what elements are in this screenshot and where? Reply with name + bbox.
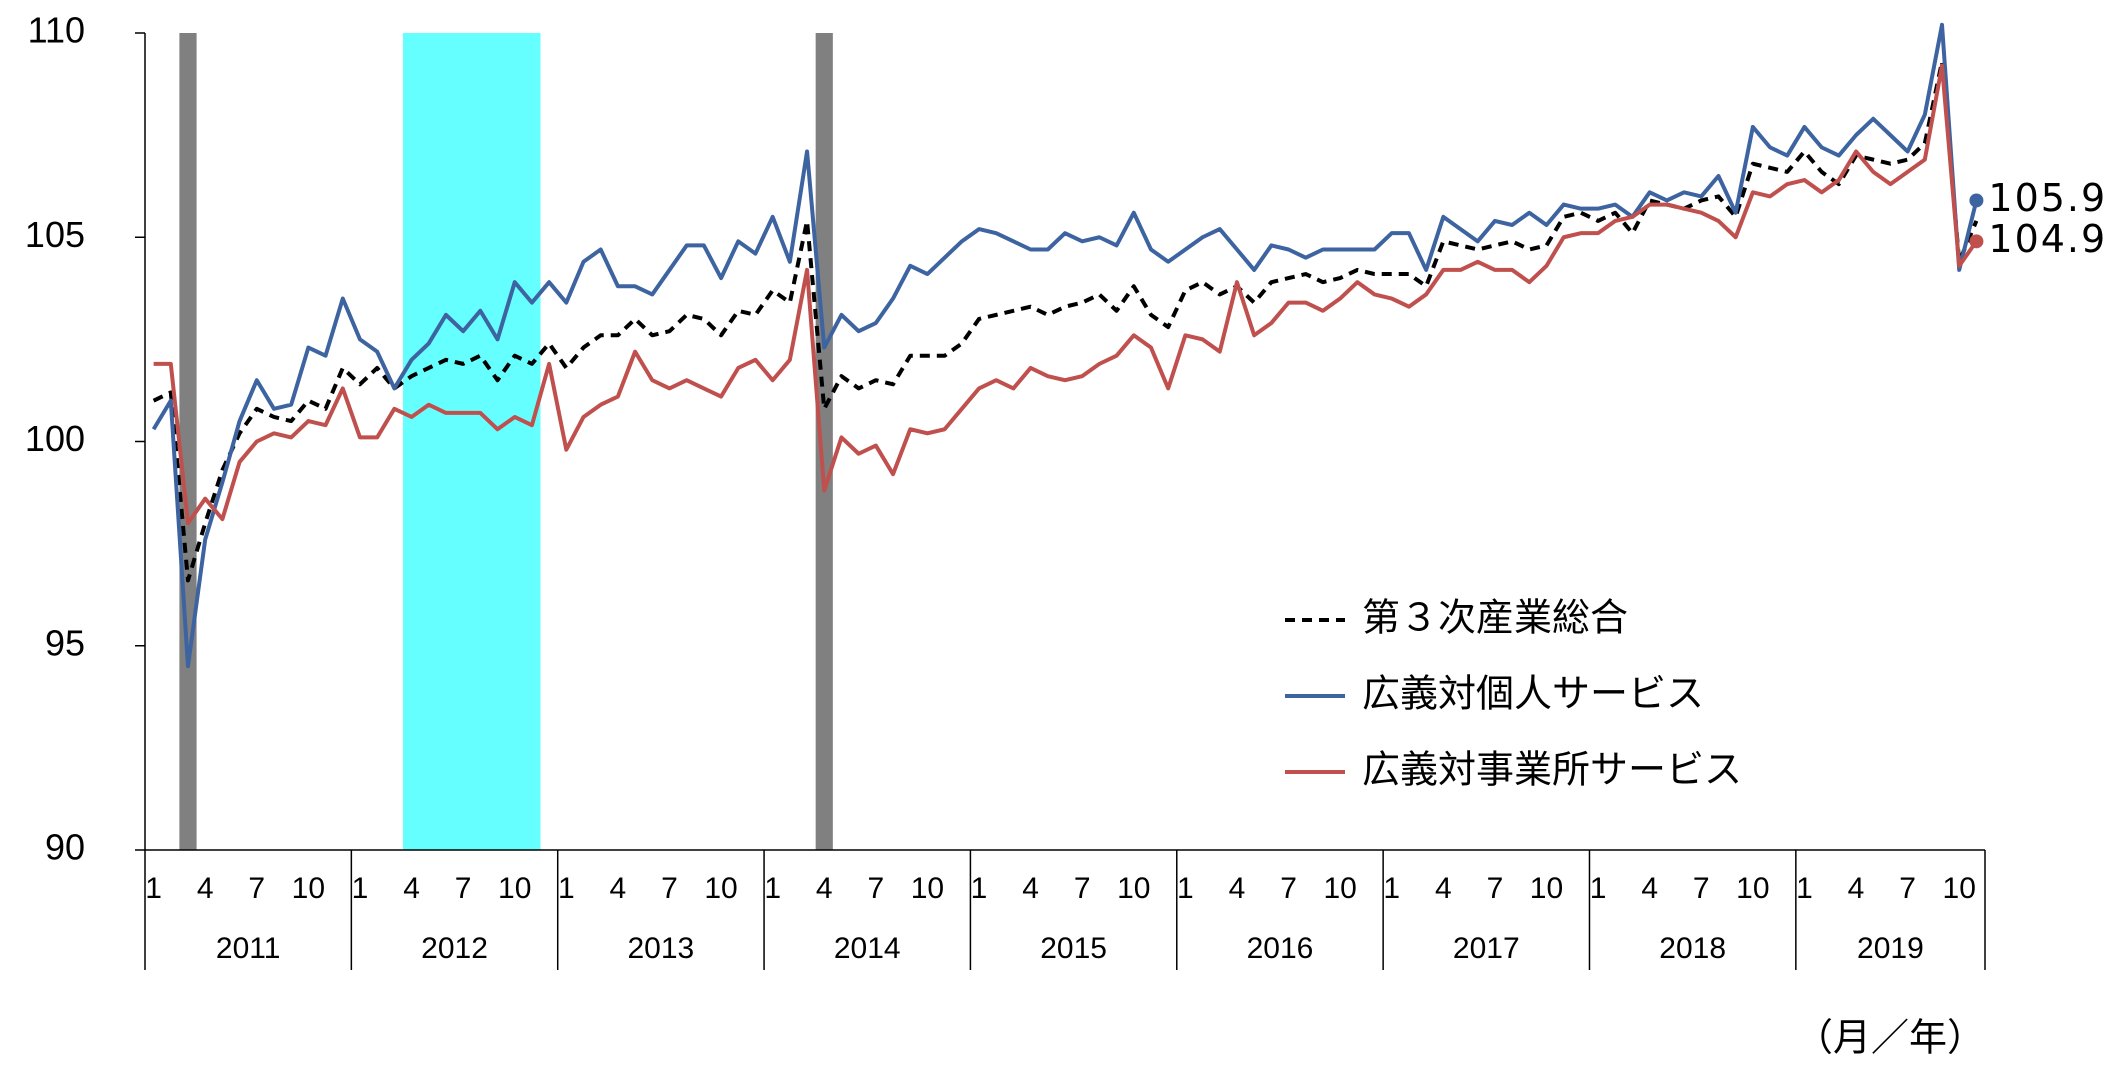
x-tick-label: 7 (1487, 872, 1504, 905)
x-tick-label: 1 (1590, 872, 1607, 905)
y-tick-label: 110 (28, 10, 85, 51)
x-tick-label: 4 (403, 872, 420, 905)
end-marker (1969, 234, 1984, 249)
x-tick-label: 1 (352, 872, 369, 905)
x-tick-label: 1 (1177, 872, 1194, 905)
x-tick-label: 7 (661, 872, 678, 905)
x-tick-label: 1 (1383, 872, 1400, 905)
x-tick-label: 10 (1530, 872, 1563, 905)
x-tick-label: 7 (1899, 872, 1916, 905)
shade-band (815, 33, 833, 850)
year-label: 2014 (834, 932, 901, 965)
year-label: 2015 (1040, 932, 1107, 965)
legend-label: 広義対事業所サービス (1362, 748, 1742, 792)
value-label: 104.9 (1988, 217, 2107, 261)
x-tick-label: 4 (610, 872, 627, 905)
y-tick-label: 105 (25, 214, 85, 255)
x-tick-label: 10 (1943, 872, 1976, 905)
x-tick-label: 10 (911, 872, 944, 905)
x-tick-label: 7 (1280, 872, 1297, 905)
x-tick-label: 4 (1022, 872, 1039, 905)
x-tick-label: 1 (145, 872, 162, 905)
x-tick-label: 1 (1796, 872, 1813, 905)
x-tick-label: 7 (248, 872, 265, 905)
y-tick-label: 100 (25, 418, 85, 459)
year-label: 2011 (216, 932, 281, 965)
x-tick-label: 10 (1117, 872, 1150, 905)
x-tick-label: 10 (704, 872, 737, 905)
shade-band (402, 33, 541, 850)
year-label: 2019 (1857, 932, 1924, 965)
x-tick-label: 10 (498, 872, 531, 905)
year-label: 2017 (1453, 932, 1520, 965)
x-tick-label: 4 (1229, 872, 1246, 905)
y-tick-label: 95 (45, 622, 85, 663)
value-label: 105.9 (1988, 176, 2107, 220)
x-tick-label: 4 (1641, 872, 1658, 905)
shade-band (179, 33, 197, 850)
legend-label: 広義対個人サービス (1362, 672, 1704, 716)
series-line (153, 63, 1979, 526)
x-tick-label: 7 (1693, 872, 1710, 905)
y-tick-label: 90 (45, 827, 85, 868)
x-tick-label: 10 (1323, 872, 1356, 905)
x-tick-label: 7 (455, 872, 472, 905)
x-tick-label: 1 (971, 872, 988, 905)
x-tick-label: 4 (1435, 872, 1452, 905)
x-tick-label: 1 (558, 872, 575, 905)
x-tick-label: 10 (292, 872, 325, 905)
x-tick-label: 4 (197, 872, 214, 905)
x-tick-label: 10 (1736, 872, 1769, 905)
end-marker (1969, 193, 1984, 208)
x-tick-label: 4 (816, 872, 833, 905)
legend-label: 第３次産業総合 (1362, 596, 1628, 640)
x-tick-label: 4 (1848, 872, 1865, 905)
x-tick-label: 1 (764, 872, 781, 905)
year-label: 2013 (628, 932, 695, 965)
x-tick-label: 7 (867, 872, 884, 905)
series-line (151, 22, 1979, 669)
x-unit-label: （月／年） (1795, 1016, 1985, 1060)
year-label: 2018 (1659, 932, 1726, 965)
x-tick-label: 7 (1074, 872, 1091, 905)
year-label: 2012 (421, 932, 488, 965)
year-label: 2016 (1247, 932, 1314, 965)
